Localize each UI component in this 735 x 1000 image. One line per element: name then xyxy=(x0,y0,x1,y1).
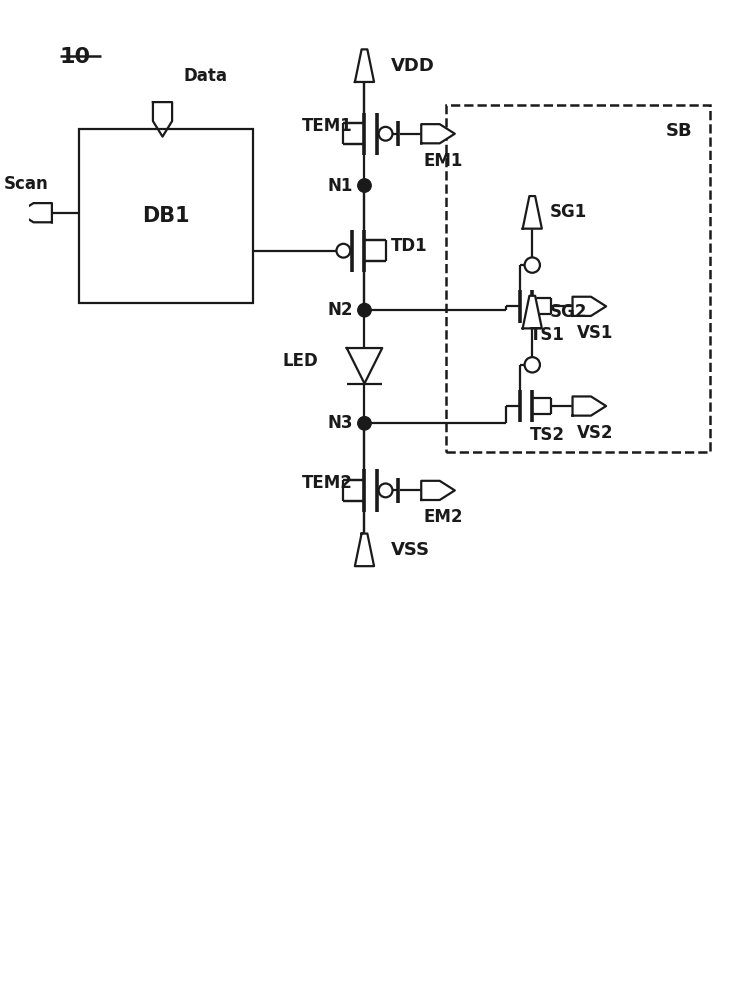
Text: TD1: TD1 xyxy=(391,237,428,255)
Text: VS2: VS2 xyxy=(577,424,614,442)
Text: N3: N3 xyxy=(328,414,353,432)
Text: LED: LED xyxy=(283,352,319,370)
Circle shape xyxy=(379,484,392,497)
Text: Data: Data xyxy=(184,67,228,85)
Polygon shape xyxy=(153,102,172,137)
Polygon shape xyxy=(523,196,542,229)
Circle shape xyxy=(525,257,540,273)
Text: DB1: DB1 xyxy=(142,206,190,226)
Circle shape xyxy=(379,127,392,141)
Text: TS2: TS2 xyxy=(531,426,565,444)
Text: EM1: EM1 xyxy=(423,152,462,170)
Text: VSS: VSS xyxy=(391,541,431,559)
Circle shape xyxy=(358,179,371,192)
Text: VS1: VS1 xyxy=(577,324,614,342)
Text: N2: N2 xyxy=(328,301,353,319)
Text: TEM1: TEM1 xyxy=(302,117,353,135)
Polygon shape xyxy=(347,348,382,384)
Polygon shape xyxy=(573,396,606,416)
Text: TEM2: TEM2 xyxy=(302,474,353,492)
Bar xyxy=(79,129,254,303)
Text: EM2: EM2 xyxy=(423,508,462,526)
Text: VDD: VDD xyxy=(391,57,435,75)
Text: SB: SB xyxy=(666,122,692,140)
Polygon shape xyxy=(421,481,455,500)
Text: 10: 10 xyxy=(60,47,90,67)
Text: SG2: SG2 xyxy=(550,303,587,321)
Polygon shape xyxy=(573,297,606,316)
Polygon shape xyxy=(18,203,52,222)
Bar xyxy=(446,105,709,452)
Polygon shape xyxy=(421,124,455,143)
Polygon shape xyxy=(355,49,374,82)
Text: Scan: Scan xyxy=(4,175,48,193)
Circle shape xyxy=(358,303,371,317)
Text: SG1: SG1 xyxy=(550,203,587,221)
Text: TS1: TS1 xyxy=(531,326,565,344)
Text: N1: N1 xyxy=(328,177,353,195)
Polygon shape xyxy=(523,296,542,328)
Circle shape xyxy=(525,357,540,372)
Polygon shape xyxy=(355,534,374,566)
Circle shape xyxy=(337,244,351,258)
Circle shape xyxy=(358,417,371,430)
